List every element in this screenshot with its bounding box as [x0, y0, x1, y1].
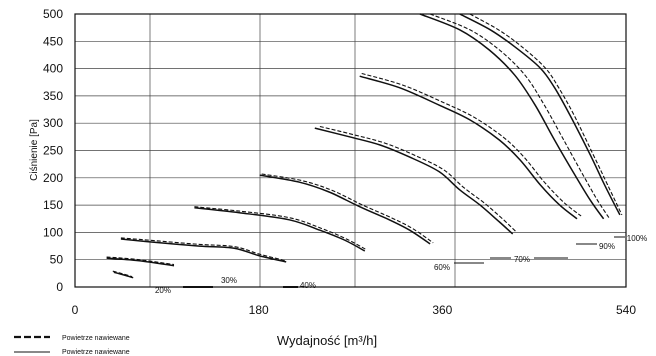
curve-label: 60%	[434, 263, 450, 272]
curve-dashed-line	[194, 206, 368, 251]
curve-dashed-line	[469, 13, 623, 216]
curve-solid-line	[459, 13, 621, 216]
curve-solid-line	[194, 207, 366, 252]
curve-dashed-line	[106, 256, 175, 266]
curve-dashed-line	[112, 270, 133, 278]
curve-solid-line	[113, 271, 134, 279]
curve-label: 100%	[627, 234, 647, 243]
y-tick-label: 300	[43, 116, 63, 130]
curve-label: 30%	[221, 276, 237, 285]
grid	[75, 14, 626, 287]
y-tick-label: 100	[43, 225, 63, 239]
legend-dashed-label: Powietrze nawiewane	[62, 335, 130, 342]
y-tick-label: 200	[43, 171, 63, 185]
curve-label: 20%	[155, 286, 171, 295]
y-tick-label: 0	[56, 280, 63, 294]
curve-label: 40%	[300, 281, 316, 290]
y-tick-label: 500	[43, 7, 63, 21]
curve-solid-line	[106, 257, 175, 267]
curve-label: 70%	[514, 255, 530, 264]
plot-frame	[74, 13, 627, 288]
y-tick-label: 400	[43, 62, 63, 76]
curve-label: 90%	[599, 242, 615, 251]
curve-solid-line	[419, 13, 605, 220]
curve-solid-line	[259, 174, 431, 245]
curve-dashed-line	[319, 125, 518, 233]
y-axis-label: Ciśnienie [Pa]	[29, 119, 40, 181]
x-tick-label: 180	[249, 303, 269, 317]
x-tick-label: 0	[72, 303, 79, 317]
curve-solid-line	[359, 75, 578, 220]
curve-dashed-line	[120, 237, 287, 262]
curve-labels: 20% 30% 40% 60% 70% 90% 100%	[155, 234, 647, 295]
legend-solid-label: Powietrze nawiewane	[62, 349, 130, 356]
x-tick-label: 540	[616, 303, 636, 317]
y-tick-label: 250	[43, 144, 63, 158]
curve-solid-line	[120, 238, 287, 263]
x-tick-label: 360	[432, 303, 452, 317]
curve-dashed-line	[361, 72, 582, 217]
legend: Powietrze nawiewane Powietrze nawiewane	[14, 335, 130, 356]
y-tick-label: 450	[43, 34, 63, 48]
y-tick-label: 350	[43, 89, 63, 103]
curves	[106, 13, 623, 279]
curve-dashed-line	[429, 13, 611, 220]
x-axis-label: Wydajność [m³/h]	[277, 333, 377, 348]
y-tick-label: 50	[50, 253, 64, 267]
curve-solid-line	[314, 127, 514, 235]
y-tick-label: 150	[43, 198, 63, 212]
tick-labels: 0 50 100 150 200 250 300 350 400 450 500 0 180 360 540	[43, 7, 636, 317]
